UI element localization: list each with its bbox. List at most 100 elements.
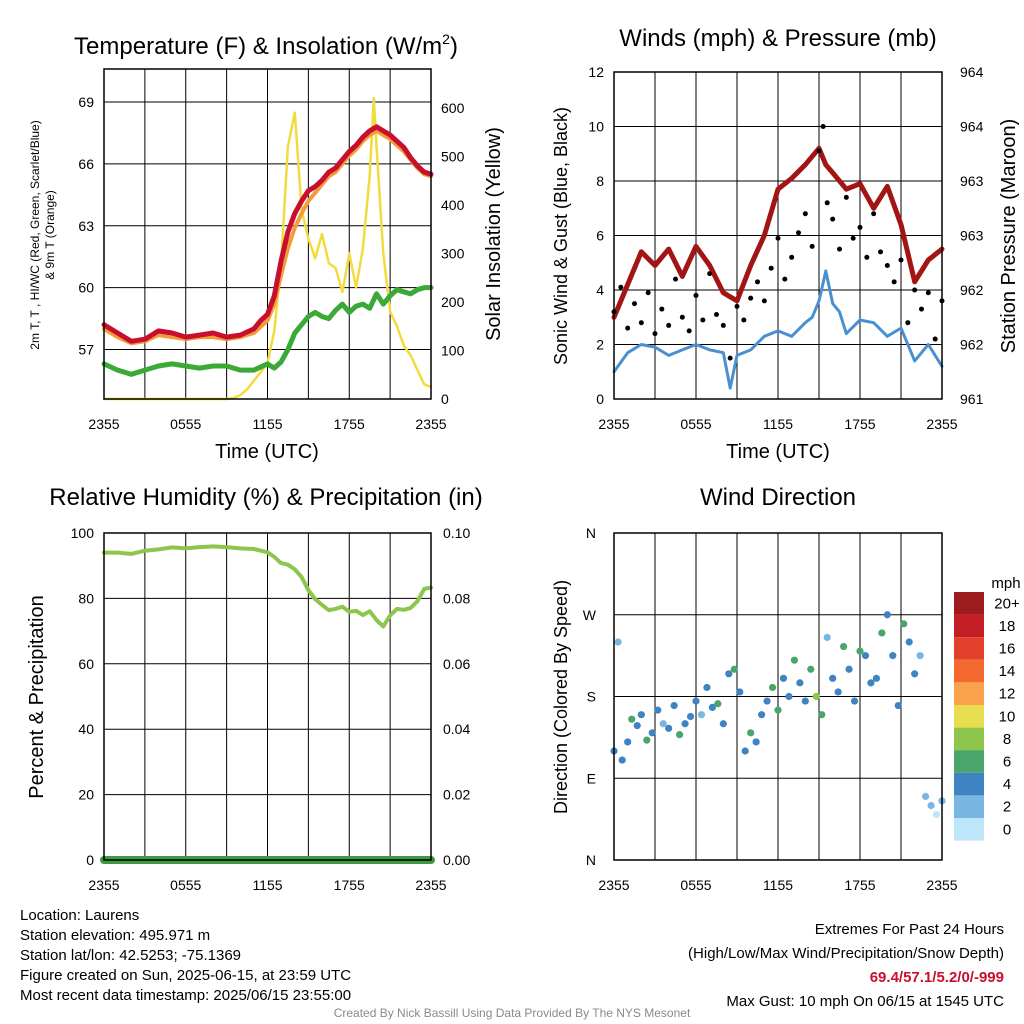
temperature-ylabel-left: 2m T, T , HI/WC (Red, Green, Scarlet/Blu…: [28, 120, 42, 349]
colorbar-label: 2: [1003, 799, 1011, 816]
y2-tick-label: 300: [441, 245, 465, 261]
colorbar-label: 14: [999, 663, 1016, 680]
colorbar-swatch: [954, 705, 984, 728]
y-tick-label: 6: [596, 228, 604, 244]
direction-point: [659, 720, 667, 728]
direction-point: [916, 652, 924, 660]
colorbar-swatch: [954, 795, 984, 818]
humidity-title: Relative Humidity (%) & Precipitation (i…: [49, 484, 482, 511]
y-tick-label: W: [583, 607, 597, 623]
temperature-tick-labels: 57 60 63 66 69 0 100 200 300 400 500 600 2355 0555 115…: [78, 94, 464, 432]
direction-point: [676, 731, 684, 739]
direction-point: [883, 611, 891, 619]
x-tick-label: 1755: [334, 416, 365, 432]
gust-point: [864, 254, 870, 260]
gust-point: [714, 312, 719, 318]
series-line-2m-td: [101, 285, 434, 377]
temperature-series: [101, 96, 434, 401]
gust-point: [925, 290, 931, 296]
x-tick-label: 1755: [844, 877, 875, 893]
y-tick-label: 12: [588, 64, 604, 80]
station-info: Location: Laurens Station elevation: 495…: [20, 906, 351, 1006]
winds-xlabel: Time (UTC): [726, 441, 830, 463]
colorbar-label: 4: [1003, 776, 1011, 793]
y-tick-label: 57: [78, 342, 94, 358]
x-tick-label: 1755: [334, 877, 365, 893]
colorbar-label: 10: [999, 708, 1016, 725]
max-gust: Max Gust: 10 mph On 06/15 at 1545 UTC: [726, 993, 1004, 1010]
gust-point: [686, 328, 692, 334]
temperature-ylabel-right: Solar Insolation (Yellow): [483, 127, 505, 341]
gust-point: [830, 216, 836, 222]
y-tick-label: N: [586, 525, 596, 541]
y2-tick-label: 962: [960, 282, 984, 298]
colorbar-label: 6: [1003, 754, 1011, 771]
y2-tick-label: 500: [441, 148, 465, 164]
x-tick-label: 1755: [844, 416, 875, 432]
y-tick-label: 66: [78, 156, 94, 172]
temperature-plot-frame: [103, 68, 432, 400]
colorbar-swatch: [954, 750, 984, 773]
direction-point: [872, 674, 881, 682]
direction-point: [834, 688, 842, 696]
direction-point: [643, 736, 651, 744]
gust-point: [857, 224, 863, 230]
gust-point: [789, 254, 795, 260]
direction-point: [779, 674, 788, 682]
y2-tick-label: 0.06: [443, 656, 470, 672]
humidity-grid: [103, 532, 432, 861]
direction-point: [633, 721, 641, 730]
direction-point: [614, 638, 622, 646]
direction-point: [905, 638, 913, 646]
gust-point: [824, 200, 830, 206]
direction-point: [692, 697, 700, 705]
direction-point: [736, 688, 744, 696]
y2-tick-label: 0: [441, 391, 449, 407]
direction-point: [763, 697, 771, 705]
direction-point: [856, 647, 864, 655]
y2-tick-label: 100: [441, 342, 465, 358]
direction-point: [878, 629, 886, 637]
direction-point: [681, 720, 689, 728]
y-tick-label: 4: [596, 282, 604, 298]
gust-point: [796, 230, 801, 236]
gust-point: [809, 243, 815, 249]
extremes-block: Extremes For Past 24 Hours (High/Low/Max…: [688, 918, 1004, 1014]
winds-tick-labels: 0 2 4 6 8 10 12 961 962 962 963 963 964 964 2355 0555 11…: [588, 64, 983, 432]
y-tick-label: 8: [596, 173, 604, 189]
direction-point: [894, 701, 902, 710]
gust-point: [775, 235, 781, 241]
x-tick-label: 0555: [170, 416, 201, 432]
y2-tick-label: 0.04: [443, 721, 470, 737]
figure-created: Figure created on Sun, 2025-06-15, at 23…: [20, 967, 352, 984]
gust-point: [720, 322, 726, 328]
y2-tick-label: 964: [960, 119, 984, 135]
y2-tick-label: 961: [960, 391, 984, 407]
gust-point: [891, 279, 897, 285]
y2-tick-label: 0.02: [443, 787, 470, 803]
x-tick-label: 2355: [88, 416, 119, 432]
series-line-relative-humidity: [102, 544, 433, 629]
direction-point: [900, 620, 908, 628]
y-tick-label: 2: [596, 337, 604, 353]
direction-point: [648, 729, 656, 737]
gust-point: [905, 320, 911, 326]
x-tick-label: 0555: [680, 416, 711, 432]
direction-point: [730, 665, 738, 673]
extremes-values: 69.4/57.1/5.2/0/-999: [869, 969, 1004, 986]
x-tick-label: 1155: [252, 416, 282, 432]
direction-point: [796, 679, 804, 687]
x-tick-label: 2355: [598, 416, 629, 432]
gust-point: [820, 124, 826, 129]
y-tick-label: 63: [78, 218, 94, 234]
extremes-title: Extremes For Past 24 Hours: [814, 921, 1004, 938]
gust-point: [802, 211, 808, 217]
direction-point: [829, 674, 837, 682]
direction-point: [801, 697, 809, 705]
gust-point: [618, 284, 624, 290]
gust-point: [912, 287, 918, 293]
gust-point: [843, 194, 849, 200]
gust-point: [878, 249, 883, 255]
gust-point: [741, 317, 747, 323]
